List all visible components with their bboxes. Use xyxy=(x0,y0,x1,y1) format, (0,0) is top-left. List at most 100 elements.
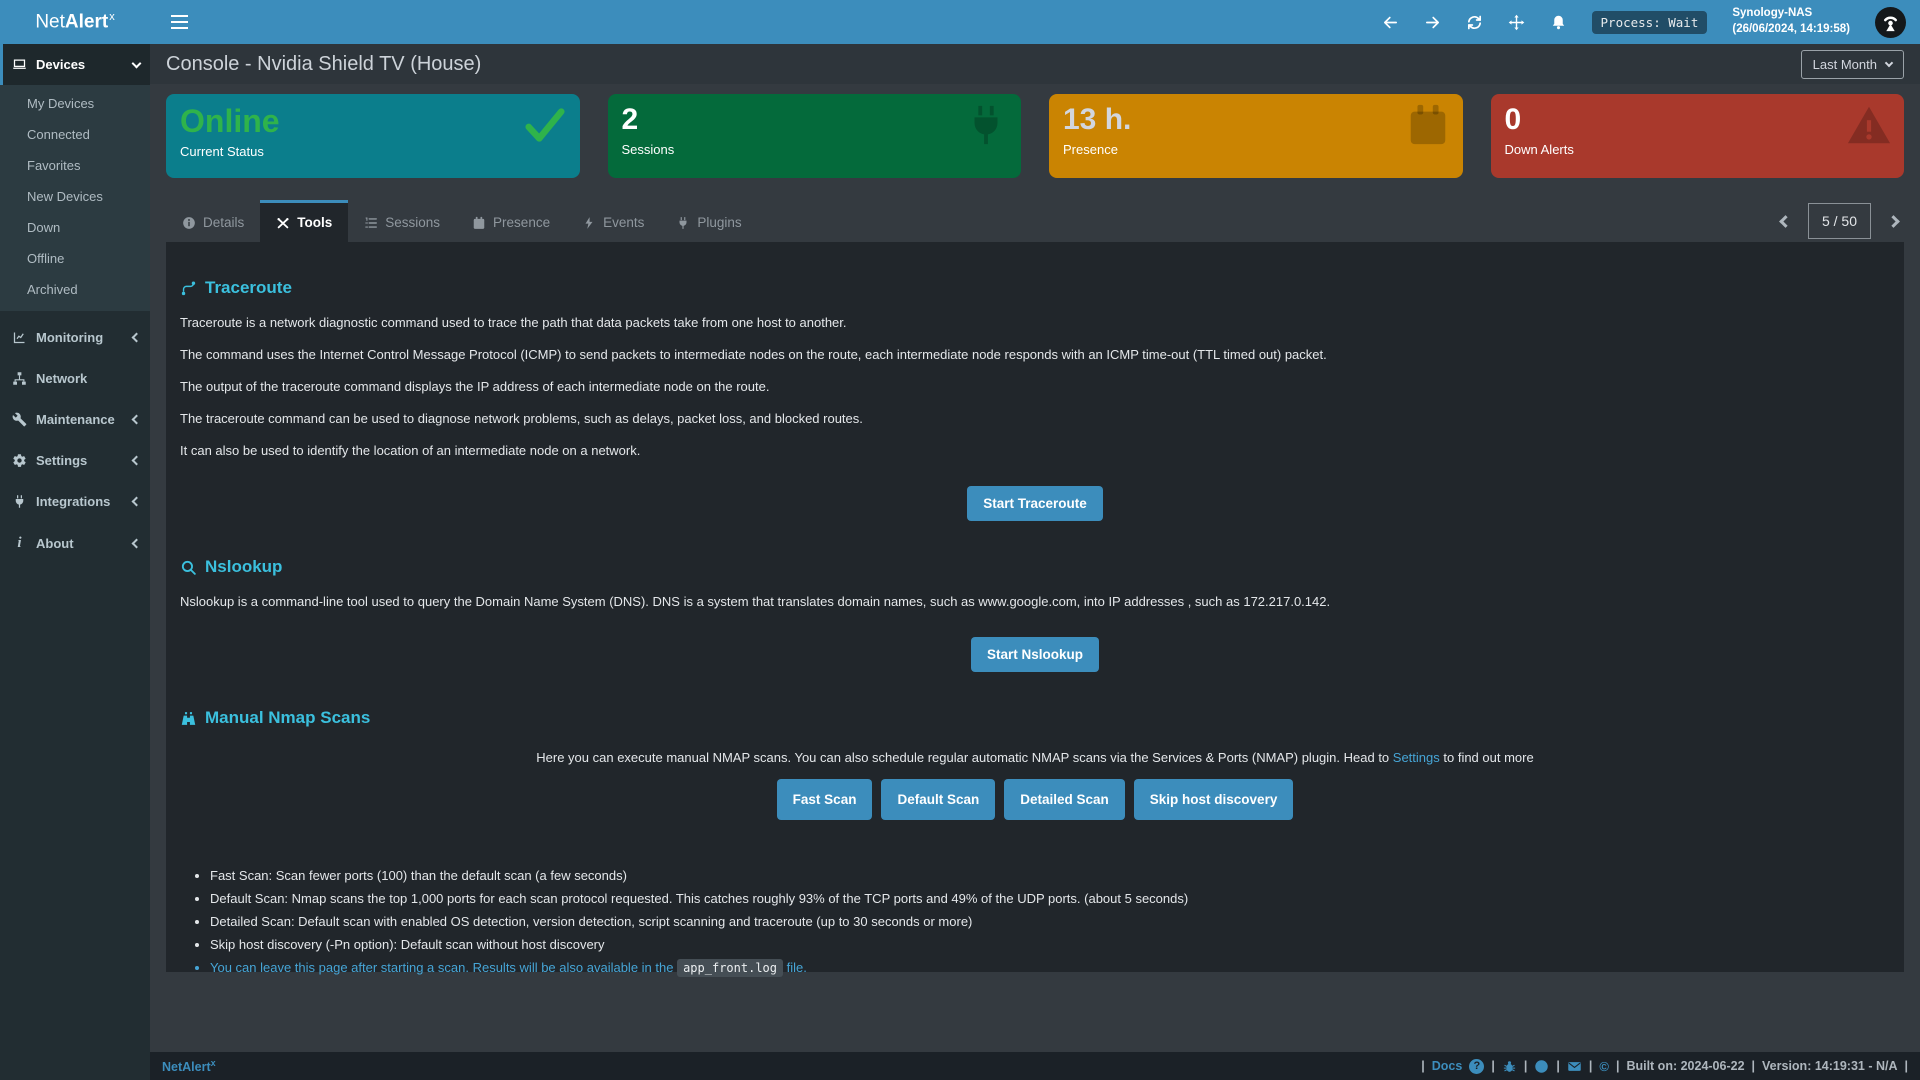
card-label: Current Status xyxy=(180,143,264,159)
tab-label: Presence xyxy=(493,215,551,230)
sidebar-item-about[interactable]: i About xyxy=(0,522,150,565)
sidebar-item-label: Maintenance xyxy=(36,412,115,427)
nav-forward-icon[interactable] xyxy=(1424,14,1441,31)
sidebar-item-offline[interactable]: Offline xyxy=(27,251,65,266)
notifications-bell-icon[interactable] xyxy=(1550,14,1567,31)
sidebar-toggle-button[interactable] xyxy=(165,0,205,44)
top-navbar: NetAlertx Process: Wait Synology-NAS (26… xyxy=(0,0,1920,44)
plug-icon xyxy=(15,495,24,508)
footer-brand-link[interactable]: NetAlertx xyxy=(162,1057,216,1075)
sidebar-item-label: Integrations xyxy=(36,494,111,509)
sidebar-item-new-devices[interactable]: New Devices xyxy=(27,189,103,204)
refresh-icon[interactable] xyxy=(1466,14,1483,31)
chevron-left-icon xyxy=(1779,214,1792,228)
binoculars-icon xyxy=(181,711,196,725)
traceroute-section-title: Traceroute xyxy=(180,278,1890,298)
traceroute-paragraph: It can also be used to identify the loca… xyxy=(180,443,641,458)
card-sessions: 2 Sessions xyxy=(607,94,1021,178)
chevron-down-icon xyxy=(131,58,142,68)
route-icon xyxy=(181,280,196,295)
help-question-icon[interactable]: ? xyxy=(1469,1058,1485,1074)
page-title: Console - Nvidia Shield TV (House) xyxy=(166,52,482,75)
tab-details[interactable]: Details xyxy=(166,200,260,242)
tab-events[interactable]: Events xyxy=(566,200,660,242)
prev-device-button[interactable] xyxy=(1775,211,1796,232)
tab-label: Events xyxy=(603,215,645,230)
period-selector[interactable]: Last Month xyxy=(1800,49,1904,79)
sidebar-item-favorites[interactable]: Favorites xyxy=(27,158,81,173)
card-presence: 13 h. Presence xyxy=(1049,94,1463,178)
app-logo[interactable]: NetAlertx xyxy=(0,0,150,44)
bolt-icon xyxy=(585,216,593,229)
sidebar-item-maintenance[interactable]: Maintenance xyxy=(0,399,150,440)
tab-sessions[interactable]: Sessions xyxy=(348,200,456,242)
tab-label: Plugins xyxy=(697,215,742,230)
default-scan-button[interactable]: Default Scan xyxy=(881,779,996,820)
bug-report-icon[interactable] xyxy=(1502,1059,1517,1074)
settings-link[interactable]: Settings xyxy=(1392,750,1440,765)
pagination-counter: 5 / 50 xyxy=(1807,203,1871,239)
nav-back-icon[interactable] xyxy=(1382,14,1399,31)
process-status-badge: Process: Wait xyxy=(1591,10,1708,34)
traceroute-paragraph: The command uses the Internet Control Me… xyxy=(180,347,1327,362)
nslookup-section-title: Nslookup xyxy=(180,557,1890,577)
sidebar-item-label: Devices xyxy=(36,57,86,72)
sidebar-item-integrations[interactable]: Integrations xyxy=(0,481,150,522)
chart-icon xyxy=(13,332,25,344)
move-icon[interactable] xyxy=(1508,14,1525,31)
tab-plugins[interactable]: Plugins xyxy=(660,200,757,242)
detailed-scan-button[interactable]: Detailed Scan xyxy=(1004,779,1125,820)
card-label: Down Alerts xyxy=(1504,141,1574,157)
period-selector-value: Last Month xyxy=(1812,56,1877,72)
next-device-button[interactable] xyxy=(1883,211,1904,232)
docs-link[interactable]: Docs xyxy=(1431,1059,1463,1073)
nmap-note: Fast Scan: Scan fewer ports (100) than t… xyxy=(210,868,1890,883)
laptop-icon xyxy=(13,59,26,69)
sidebar-item-my-devices[interactable]: My Devices xyxy=(27,96,95,111)
calendar-icon xyxy=(473,216,485,229)
chevron-left-icon xyxy=(131,496,142,507)
nmap-note: Default Scan: Nmap scans the top 1,000 p… xyxy=(210,891,1890,906)
status-cards: Online Current Status 2 Sessions 13 h. P… xyxy=(166,94,1904,178)
host-info: Synology-NAS (26/06/2024, 14:19:58) xyxy=(1732,6,1850,37)
github-icon[interactable] xyxy=(1534,1059,1549,1074)
user-avatar[interactable] xyxy=(1875,6,1906,38)
nmap-intro: Here you can execute manual NMAP scans. … xyxy=(536,750,1534,765)
version-info: Version: 14:19:31 - N/A xyxy=(1762,1059,1898,1073)
card-value: 13 h. xyxy=(1063,103,1132,136)
start-traceroute-button[interactable]: Start Traceroute xyxy=(967,486,1103,521)
sidebar-item-label: Settings xyxy=(36,453,88,468)
card-value: 0 xyxy=(1504,103,1522,136)
build-date: Built on: 2024-06-22 xyxy=(1626,1059,1745,1073)
sidebar-item-archived[interactable]: Archived xyxy=(27,282,78,297)
tab-tools[interactable]: Tools xyxy=(260,200,349,242)
warning-icon xyxy=(1847,106,1891,144)
sidebar-item-settings[interactable]: Settings xyxy=(0,440,150,481)
device-pagination: 5 / 50 xyxy=(1775,200,1904,242)
devices-submenu: My Devices Connected Favorites New Devic… xyxy=(0,85,150,311)
nmap-notes-list: Fast Scan: Scan fewer ports (100) than t… xyxy=(180,868,1890,977)
start-nslookup-button[interactable]: Start Nslookup xyxy=(970,637,1099,672)
nmap-note: Skip host discovery (-Pn option): Defaul… xyxy=(210,937,1890,952)
sidebar-item-connected[interactable]: Connected xyxy=(27,127,90,142)
traceroute-paragraph: The traceroute command can be used to di… xyxy=(180,411,863,426)
info-circle-icon xyxy=(183,216,195,229)
sidebar-item-devices[interactable]: Devices xyxy=(0,44,150,85)
footer: NetAlertx | Docs ? | | | | © | Built on:… xyxy=(150,1052,1920,1080)
chevron-left-icon xyxy=(131,538,142,549)
wrench-icon xyxy=(12,412,27,427)
license-copyright-icon[interactable]: © xyxy=(1599,1058,1609,1074)
sidebar-item-down[interactable]: Down xyxy=(27,220,61,235)
skip-host-discovery-button[interactable]: Skip host discovery xyxy=(1133,779,1294,820)
sidebar-item-network[interactable]: Network xyxy=(0,358,150,399)
sidebar-item-label: About xyxy=(36,536,74,551)
sidebar-item-monitoring[interactable]: Monitoring xyxy=(0,317,150,358)
tab-presence[interactable]: Presence xyxy=(456,200,566,242)
page-header: Console - Nvidia Shield TV (House) Last … xyxy=(150,44,1920,84)
host-timestamp: (26/06/2024, 14:19:58) xyxy=(1732,23,1850,35)
fast-scan-button[interactable]: Fast Scan xyxy=(776,779,873,820)
log-file-name: app_front.log xyxy=(677,959,783,977)
email-icon[interactable] xyxy=(1567,1059,1582,1074)
chevron-down-icon xyxy=(1884,58,1894,67)
calendar-icon xyxy=(1410,104,1445,145)
